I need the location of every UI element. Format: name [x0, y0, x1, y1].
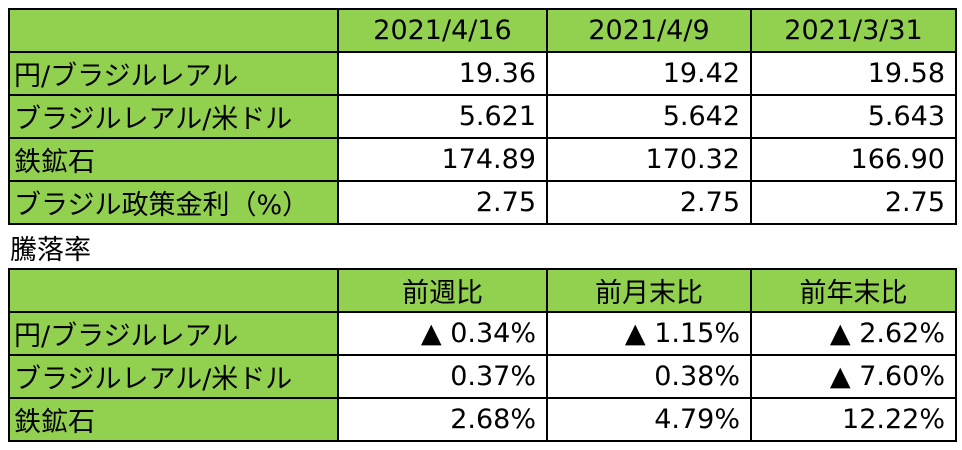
- header-row: 2021/4/16 2021/4/9 2021/3/31: [8, 8, 957, 53]
- rates-table: 2021/4/16 2021/4/9 2021/3/31 円/ブラジルレアル 19.36…: [8, 8, 957, 225]
- value-cell: 0.38%: [546, 354, 752, 399]
- row-label: 鉄鉱石: [8, 397, 339, 442]
- value-cell: 170.32: [546, 137, 752, 182]
- value-cell: ▲ 1.15%: [546, 311, 752, 356]
- corner-cell: [8, 8, 339, 53]
- column-header: 前月末比: [546, 268, 752, 313]
- table-body: 前週比 前月末比 前年末比 円/ブラジルレアル ▲ 0.34% ▲ 1.15% ▲ 2.62…: [8, 268, 957, 442]
- value-cell: 2.68%: [337, 397, 548, 442]
- value-cell: 174.89: [337, 137, 548, 182]
- value-cell: 166.90: [750, 137, 957, 182]
- data-row: 鉄鉱石 2.68% 4.79% 12.22%: [8, 397, 957, 442]
- data-row: 円/ブラジルレアル 19.36 19.42 19.58: [8, 51, 957, 96]
- value-cell: ▲ 2.62%: [750, 311, 957, 356]
- value-cell: 4.79%: [546, 397, 752, 442]
- change-table: 前週比 前月末比 前年末比 円/ブラジルレアル ▲ 0.34% ▲ 1.15% ▲ 2.62…: [8, 268, 957, 442]
- column-header: 前年末比: [750, 268, 957, 313]
- value-cell: 5.621: [337, 94, 548, 139]
- data-row: ブラジルレアル/米ドル 0.37% 0.38% ▲ 7.60%: [8, 354, 957, 399]
- value-cell: 0.37%: [337, 354, 548, 399]
- row-label: ブラジル政策金利（%）: [8, 180, 339, 225]
- row-label: ブラジルレアル/米ドル: [8, 354, 339, 399]
- value-cell: 5.642: [546, 94, 752, 139]
- header-row: 前週比 前月末比 前年末比: [8, 268, 957, 313]
- value-cell: 12.22%: [750, 397, 957, 442]
- value-cell: 2.75: [546, 180, 752, 225]
- data-row: 鉄鉱石 174.89 170.32 166.90: [8, 137, 957, 182]
- data-row: 円/ブラジルレアル ▲ 0.34% ▲ 1.15% ▲ 2.62%: [8, 311, 957, 356]
- section-label: 騰落率: [10, 235, 91, 266]
- column-header: 2021/3/31: [750, 8, 957, 53]
- column-header: 前週比: [337, 268, 548, 313]
- column-header: 2021/4/16: [337, 8, 548, 53]
- row-label: 円/ブラジルレアル: [8, 51, 339, 96]
- value-cell: 19.36: [337, 51, 548, 96]
- row-label: ブラジルレアル/米ドル: [8, 94, 339, 139]
- value-cell: 19.42: [546, 51, 752, 96]
- value-cell: 2.75: [337, 180, 548, 225]
- data-row: ブラジル政策金利（%） 2.75 2.75 2.75: [8, 180, 957, 225]
- row-label: 円/ブラジルレアル: [8, 311, 339, 356]
- value-cell: ▲ 7.60%: [750, 354, 957, 399]
- data-row: ブラジルレアル/米ドル 5.621 5.642 5.643: [8, 94, 957, 139]
- value-cell: 5.643: [750, 94, 957, 139]
- corner-cell: [8, 268, 339, 313]
- column-header: 2021/4/9: [546, 8, 752, 53]
- row-label: 鉄鉱石: [8, 137, 339, 182]
- value-cell: 19.58: [750, 51, 957, 96]
- value-cell: 2.75: [750, 180, 957, 225]
- value-cell: ▲ 0.34%: [337, 311, 548, 356]
- table-body: 2021/4/16 2021/4/9 2021/3/31 円/ブラジルレアル 19.36…: [8, 8, 957, 225]
